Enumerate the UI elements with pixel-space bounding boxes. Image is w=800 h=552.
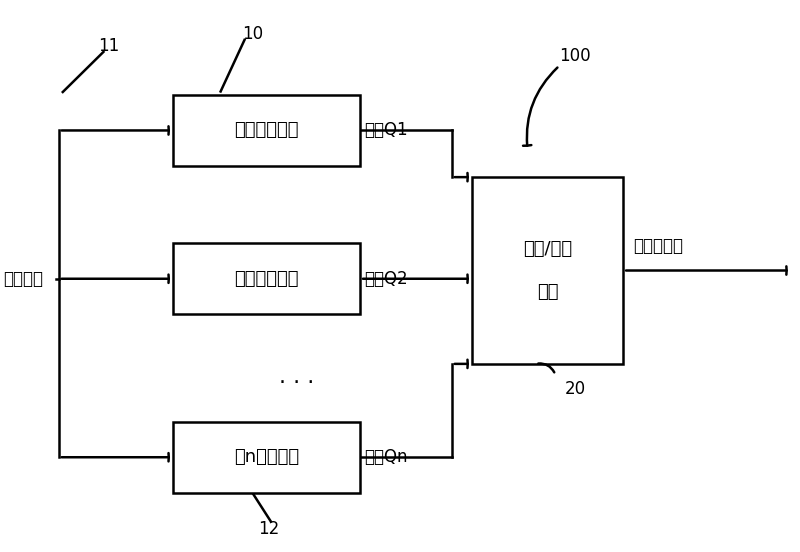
Text: 输出Q2: 输出Q2	[364, 270, 408, 288]
Text: 第二均衡单元: 第二均衡单元	[234, 270, 298, 288]
Text: 第一均衡单元: 第一均衡单元	[234, 121, 298, 140]
Bar	[173, 95, 360, 166]
Text: 单元: 单元	[537, 284, 558, 301]
Text: 12: 12	[258, 519, 279, 538]
Bar	[173, 243, 360, 315]
Text: 输出Q1: 输出Q1	[364, 121, 408, 140]
Text: 20: 20	[565, 380, 586, 397]
Text: 均衡器输出: 均衡器输出	[633, 237, 682, 255]
Text: · · ·: · · ·	[278, 373, 314, 393]
Text: 10: 10	[242, 25, 263, 44]
Bar	[173, 422, 360, 493]
Text: 100: 100	[559, 47, 591, 65]
Text: 输入信号: 输入信号	[3, 270, 43, 288]
Bar	[472, 177, 623, 364]
Text: 输出Qn: 输出Qn	[364, 448, 408, 466]
Text: 11: 11	[98, 38, 120, 55]
Text: 第n均衡单元: 第n均衡单元	[234, 448, 299, 466]
Text: 合成/选择: 合成/选择	[523, 240, 572, 258]
